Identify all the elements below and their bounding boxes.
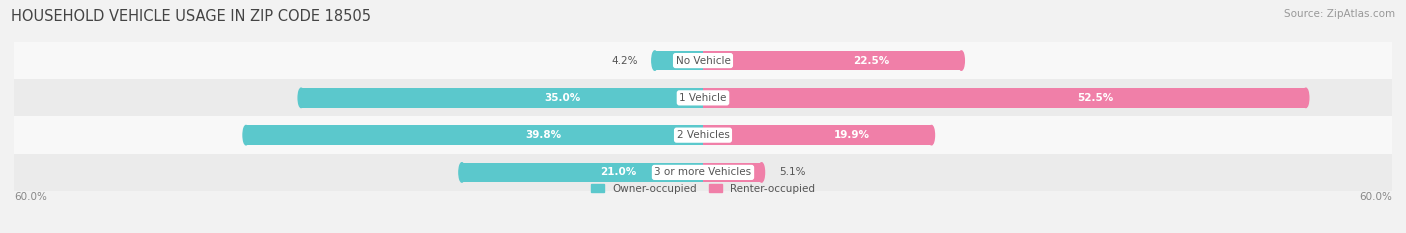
Circle shape	[928, 125, 935, 145]
Bar	[703, 163, 762, 182]
Text: 39.8%: 39.8%	[524, 130, 561, 140]
Bar	[461, 163, 703, 182]
Text: 35.0%: 35.0%	[544, 93, 581, 103]
Legend: Owner-occupied, Renter-occupied: Owner-occupied, Renter-occupied	[586, 179, 820, 198]
Text: Source: ZipAtlas.com: Source: ZipAtlas.com	[1284, 9, 1395, 19]
Text: 60.0%: 60.0%	[1360, 192, 1392, 202]
Circle shape	[959, 51, 965, 70]
Text: 2 Vehicles: 2 Vehicles	[676, 130, 730, 140]
Bar	[703, 125, 932, 145]
Bar	[703, 51, 962, 70]
Circle shape	[298, 88, 304, 108]
Circle shape	[458, 163, 465, 182]
Text: No Vehicle: No Vehicle	[675, 56, 731, 65]
Text: 19.9%: 19.9%	[834, 130, 869, 140]
Circle shape	[1303, 88, 1309, 108]
Bar	[14, 116, 1392, 154]
Circle shape	[759, 163, 765, 182]
Bar	[246, 125, 703, 145]
Bar	[703, 88, 1306, 108]
Text: 3 or more Vehicles: 3 or more Vehicles	[654, 168, 752, 177]
Text: HOUSEHOLD VEHICLE USAGE IN ZIP CODE 18505: HOUSEHOLD VEHICLE USAGE IN ZIP CODE 1850…	[11, 9, 371, 24]
Bar	[655, 51, 703, 70]
Bar	[301, 88, 703, 108]
Text: 4.2%: 4.2%	[612, 56, 637, 65]
Text: 52.5%: 52.5%	[1077, 93, 1114, 103]
Text: 60.0%: 60.0%	[14, 192, 46, 202]
Text: 5.1%: 5.1%	[779, 168, 806, 177]
Text: 1 Vehicle: 1 Vehicle	[679, 93, 727, 103]
Bar	[14, 42, 1392, 79]
Text: 22.5%: 22.5%	[853, 56, 889, 65]
Circle shape	[652, 51, 658, 70]
Bar	[14, 79, 1392, 116]
Circle shape	[243, 125, 249, 145]
Bar	[14, 154, 1392, 191]
Text: 21.0%: 21.0%	[600, 168, 637, 177]
